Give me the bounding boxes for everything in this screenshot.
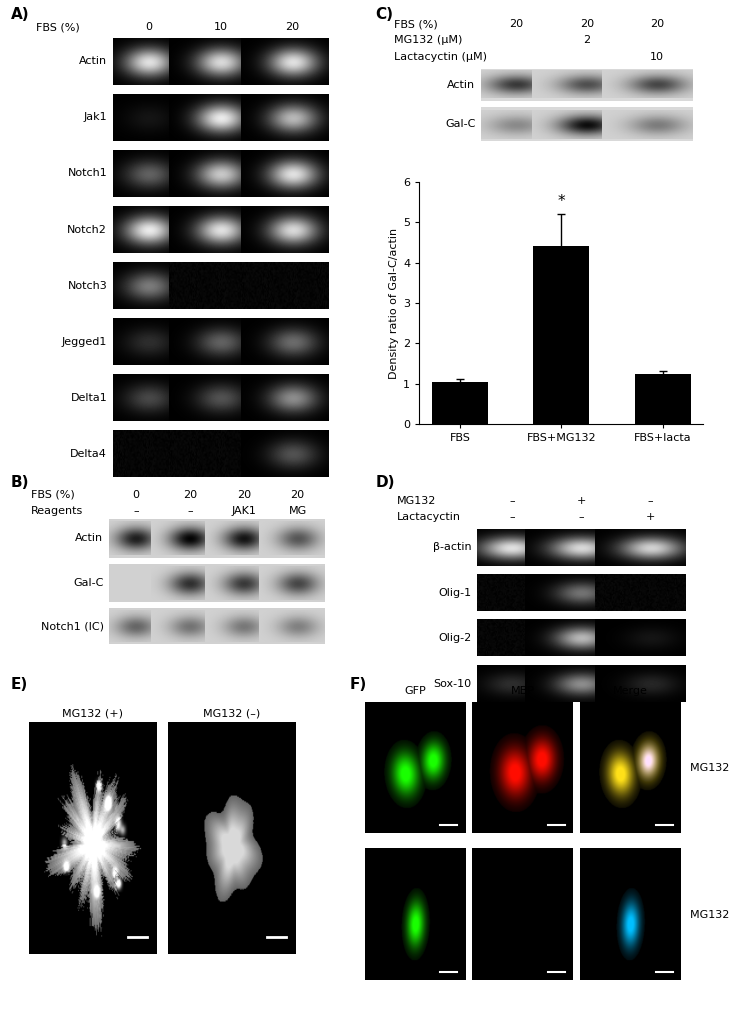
Text: E): E) <box>11 677 28 692</box>
Text: 20: 20 <box>510 19 523 29</box>
Text: FBS (%): FBS (%) <box>31 490 74 500</box>
Text: Reagents: Reagents <box>31 506 83 516</box>
Text: MG132: MG132 <box>397 496 437 506</box>
Text: MBP: MBP <box>511 686 534 696</box>
Text: 20: 20 <box>183 490 197 500</box>
Text: +: + <box>646 512 655 522</box>
Text: MG132 (μM): MG132 (μM) <box>394 35 462 45</box>
Text: 20: 20 <box>237 490 251 500</box>
Text: β-actin: β-actin <box>433 542 472 552</box>
Text: A): A) <box>11 7 30 22</box>
Text: Merge: Merge <box>613 686 648 696</box>
Text: FBS (%): FBS (%) <box>394 19 437 29</box>
Text: Olig-1: Olig-1 <box>439 588 472 598</box>
Text: Delta4: Delta4 <box>70 448 107 459</box>
Text: 2: 2 <box>583 35 590 45</box>
Text: 0: 0 <box>133 490 140 500</box>
Text: MG132 (+): MG132 (+) <box>63 708 123 718</box>
Text: 20: 20 <box>580 19 594 29</box>
Text: FBS (%): FBS (%) <box>36 22 80 32</box>
Text: –: – <box>510 496 515 506</box>
Bar <box>635 374 690 424</box>
Text: 10: 10 <box>214 22 227 32</box>
Text: Actin: Actin <box>75 533 104 543</box>
Text: 0: 0 <box>145 22 152 32</box>
Text: Notch2: Notch2 <box>67 224 107 234</box>
Text: D): D) <box>375 475 395 490</box>
Text: 10: 10 <box>650 52 664 62</box>
Text: Actin: Actin <box>447 80 475 90</box>
Text: MG: MG <box>289 506 307 516</box>
Text: Olig-2: Olig-2 <box>438 633 472 643</box>
Text: 20: 20 <box>650 19 664 29</box>
Text: C): C) <box>375 7 394 22</box>
Text: –: – <box>579 512 584 522</box>
Text: Notch1: Notch1 <box>67 169 107 179</box>
Text: Notch3: Notch3 <box>67 281 107 291</box>
Text: F): F) <box>350 677 367 692</box>
Text: –: – <box>648 496 653 506</box>
Text: MG132 (–): MG132 (–) <box>203 708 260 718</box>
Text: Delta1: Delta1 <box>71 393 107 403</box>
Text: GFP: GFP <box>404 686 426 696</box>
Bar <box>432 382 488 424</box>
Text: +: + <box>577 496 586 506</box>
Text: MG132 (–): MG132 (–) <box>690 909 729 919</box>
Text: –: – <box>187 506 192 516</box>
Text: Gal-C: Gal-C <box>445 119 475 129</box>
Text: 20: 20 <box>290 490 305 500</box>
Text: 20: 20 <box>285 22 300 32</box>
Text: –: – <box>510 512 515 522</box>
Text: Lactacyctin: Lactacyctin <box>397 512 461 522</box>
Text: Jegged1: Jegged1 <box>62 336 107 346</box>
Text: Jak1: Jak1 <box>84 112 107 122</box>
Text: B): B) <box>11 475 29 490</box>
Text: MG132 (+): MG132 (+) <box>690 763 729 773</box>
Bar <box>534 246 589 424</box>
Text: Sox-10: Sox-10 <box>434 679 472 689</box>
Text: Notch1 (IC): Notch1 (IC) <box>41 621 104 631</box>
Text: JAK1: JAK1 <box>231 506 256 516</box>
Text: Actin: Actin <box>79 57 107 67</box>
Y-axis label: Density ratio of Gal-C/actin: Density ratio of Gal-C/actin <box>389 227 399 379</box>
Text: Lactacyctin (μM): Lactacyctin (μM) <box>394 52 487 62</box>
Text: –: – <box>133 506 139 516</box>
Text: Gal-C: Gal-C <box>73 578 104 588</box>
Text: *: * <box>558 194 565 209</box>
